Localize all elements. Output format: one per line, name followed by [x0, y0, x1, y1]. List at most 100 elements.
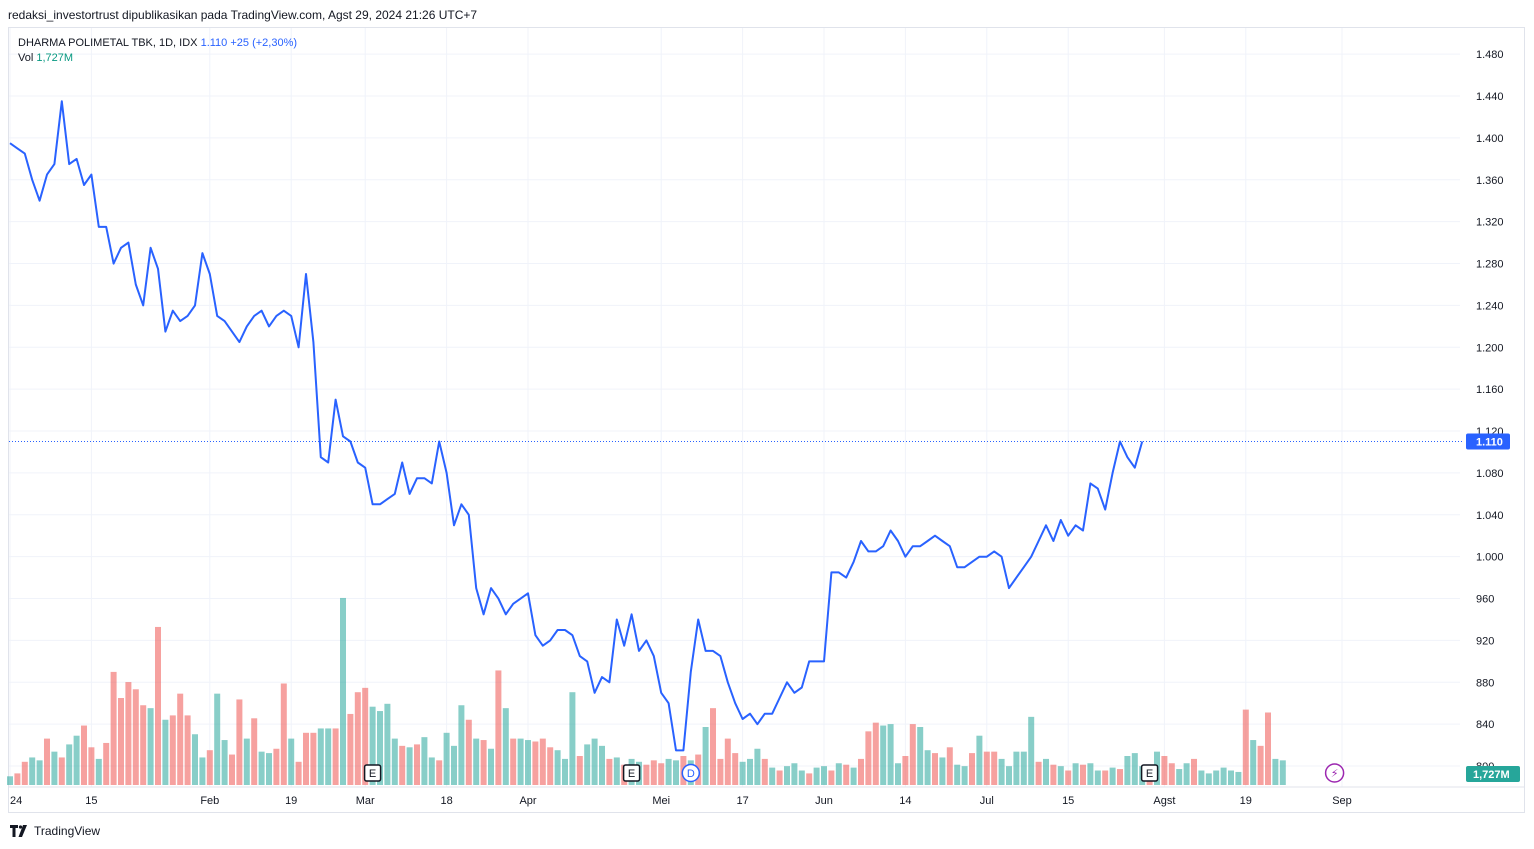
volume-bar-107 — [798, 770, 805, 785]
volume-bar-111 — [828, 770, 835, 785]
brand-name: TradingView — [34, 824, 101, 838]
volume-bar-110 — [821, 766, 827, 785]
volume-bar-106 — [791, 763, 798, 785]
volume-bar-98 — [732, 753, 739, 785]
volume-bar-100 — [747, 758, 753, 785]
volume-bar-135 — [1006, 766, 1012, 785]
volume-bar-8 — [66, 744, 73, 785]
volume-bar-152 — [1131, 753, 1138, 785]
earnings-marker-label-1: E — [628, 768, 635, 780]
last-price-label-text: 1.110 — [1476, 437, 1503, 449]
volume-value-label-text: 1,727M — [1473, 769, 1510, 781]
earnings-marker-0 — [363, 764, 382, 782]
y-tick-label-1: 840 — [1476, 719, 1494, 731]
volume-bar-80 — [599, 745, 605, 785]
volume-bar-144 — [1072, 763, 1079, 785]
volume-bar-167 — [1242, 709, 1249, 785]
volume-bar-15 — [118, 698, 124, 785]
volume-bar-104 — [776, 770, 783, 785]
volume-bar-138 — [1028, 716, 1035, 785]
volume-bar-172 — [1279, 760, 1286, 785]
volume-bar-49 — [369, 706, 376, 785]
volume-bar-41 — [310, 732, 317, 785]
tradingview-logo-icon — [10, 825, 27, 837]
volume-bar-132 — [983, 751, 990, 785]
x-tick-label-5: 18 — [440, 795, 452, 807]
price-axis[interactable]: 8008408809209601.0001.0401.0801.1201.160… — [1476, 49, 1504, 773]
x-tick-label-4: Mar — [356, 795, 375, 807]
volume-bar-45 — [340, 597, 346, 785]
volume-bar-50 — [377, 711, 383, 785]
volume-bar-97 — [724, 738, 731, 785]
y-tick-label-2: 880 — [1476, 677, 1494, 689]
volume-bar-121 — [902, 756, 909, 785]
volume-bar-163 — [1213, 770, 1220, 785]
volume-bar-65 — [488, 748, 494, 785]
volume-bar-142 — [1057, 766, 1064, 785]
volume-bar-10 — [81, 725, 87, 785]
legend-symbol-row: DHARMA POLIMETAL TBK, 1D, IDX 1.110 +25 … — [18, 36, 297, 51]
volume-bar-28 — [214, 693, 221, 785]
volume-bar-141 — [1050, 764, 1057, 785]
time-axis[interactable]: 24 15 Feb 19 Mar 18 Apr Mei 17 Jun 14 Jul 15 Agst 19 Se… — [9, 786, 1524, 807]
volume-bar-14 — [110, 671, 117, 785]
volume-bar-79 — [591, 738, 598, 785]
price-line — [9, 100, 1144, 752]
volume-bar-168 — [1250, 740, 1257, 785]
y-tick-label-3: 920 — [1476, 635, 1494, 647]
volume-bar-31 — [236, 699, 243, 785]
volume-bar-37 — [280, 683, 287, 785]
y-tick-label-12: 1.280 — [1476, 259, 1504, 271]
volume-bar-145 — [1080, 764, 1086, 785]
volume-bar-140 — [1043, 758, 1049, 785]
volume-bar-63 — [473, 738, 480, 785]
volume-bar-134 — [998, 758, 1005, 785]
x-tick-label-8: 17 — [736, 795, 748, 807]
volume-bars — [7, 597, 1286, 785]
volume-bar-146 — [1087, 763, 1094, 785]
legend-vol-label: Vol — [18, 52, 34, 64]
volume-bar-70 — [525, 740, 531, 785]
volume-bar-17 — [132, 689, 139, 785]
volume-bar-101 — [754, 748, 761, 785]
dividend-marker-label-2: D — [687, 768, 695, 780]
y-tick-label-10: 1.200 — [1476, 342, 1504, 354]
volume-bar-119 — [887, 724, 894, 785]
volume-bar-78 — [584, 744, 591, 785]
volume-bar-30 — [229, 754, 235, 785]
chart-frame[interactable] — [8, 27, 1525, 813]
y-tick-label-16: 1.440 — [1476, 91, 1504, 103]
volume-bar-143 — [1065, 770, 1072, 785]
volume-bar-169 — [1257, 745, 1264, 785]
volume-bar-54 — [406, 747, 413, 785]
volume-bar-71 — [532, 741, 539, 785]
volume-bar-48 — [362, 687, 369, 785]
volume-bar-157 — [1168, 763, 1175, 785]
earnings-marker-label-0: E — [369, 768, 376, 780]
volume-bar-149 — [1109, 767, 1116, 785]
tradingview-brand[interactable]: TradingView — [10, 824, 100, 838]
event-markers: E E D E ⚡ — [363, 763, 1345, 783]
y-tick-label-17: 1.480 — [1476, 49, 1504, 61]
volume-bar-128 — [954, 764, 961, 785]
volume-bar-35 — [266, 753, 272, 785]
volume-bar-125 — [932, 753, 938, 785]
volume-bar-129 — [961, 766, 968, 785]
volume-bar-170 — [1265, 712, 1271, 785]
earnings-marker-1 — [622, 764, 641, 782]
y-tick-label-11: 1.240 — [1476, 300, 1504, 312]
earnings-marker-label-3: E — [1146, 768, 1153, 780]
volume-bar-74 — [554, 750, 561, 785]
volume-bar-39 — [295, 761, 302, 785]
volume-bar-171 — [1272, 758, 1279, 785]
volume-bar-148 — [1102, 770, 1109, 785]
volume-bar-130 — [969, 753, 975, 785]
volume-bar-136 — [1013, 751, 1020, 785]
volume-bar-52 — [391, 738, 398, 785]
volume-bar-122 — [909, 724, 916, 785]
volume-bar-29 — [221, 740, 228, 785]
volume-bar-90 — [673, 760, 679, 785]
volume-bar-151 — [1124, 756, 1131, 785]
y-tick-label-5: 1.000 — [1476, 552, 1504, 564]
